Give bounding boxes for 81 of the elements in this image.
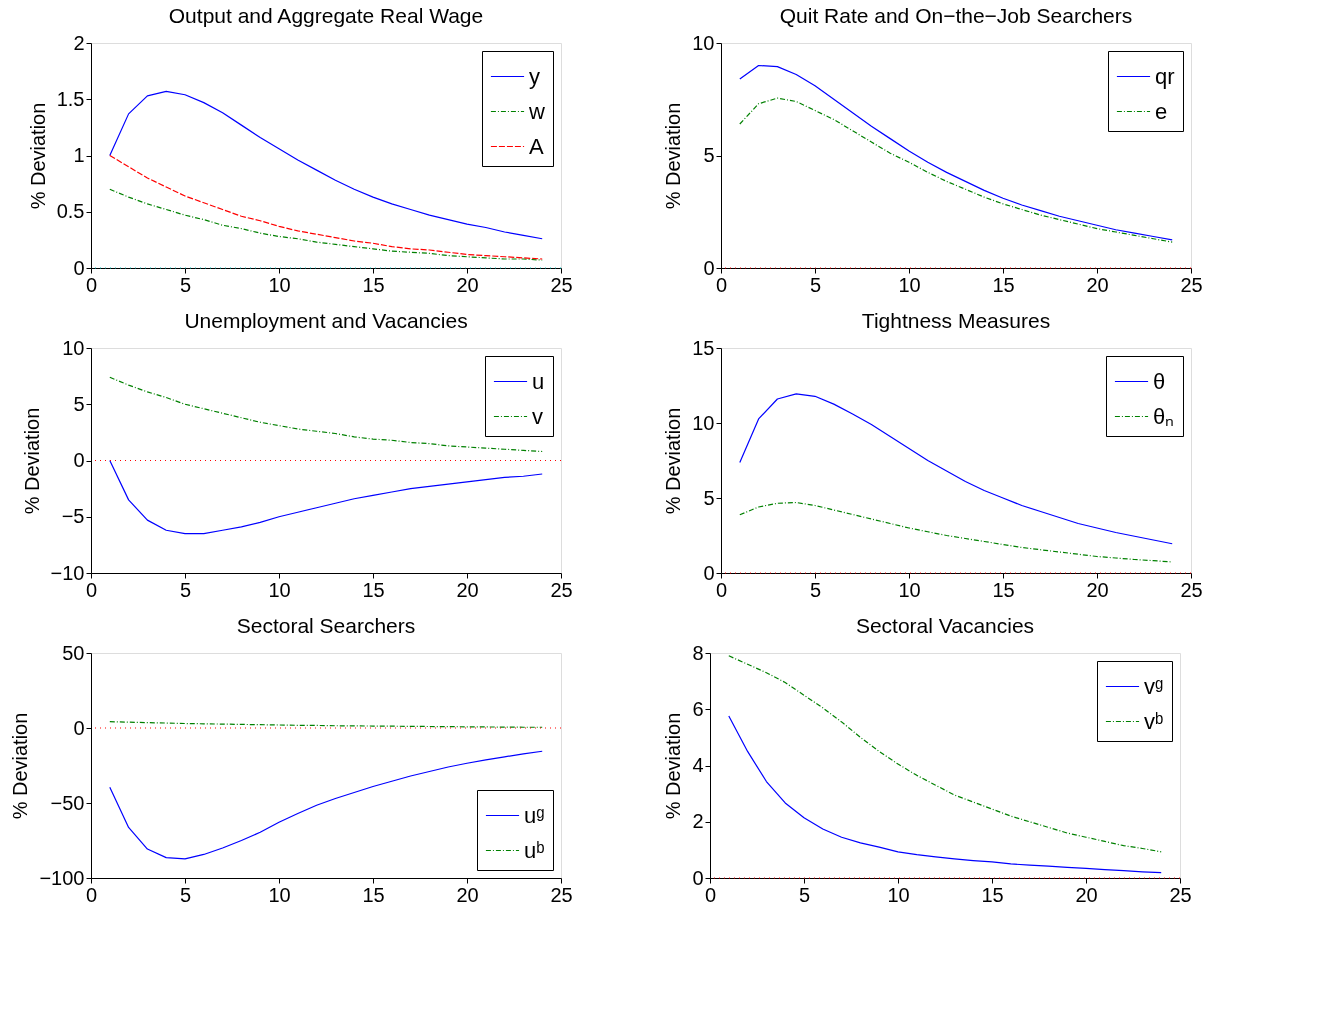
y-axis-title: % Deviation bbox=[662, 712, 685, 820]
x-tick-label: 15 bbox=[992, 273, 1015, 296]
y-tick-label: 1.5 bbox=[56, 87, 85, 110]
legend-label: uᵍ bbox=[524, 802, 545, 828]
y-tick-label: −5 bbox=[61, 505, 85, 528]
x-tick-label: 25 bbox=[550, 883, 573, 906]
y-tick-label: 0.5 bbox=[56, 200, 85, 223]
legend-label: y bbox=[529, 63, 540, 89]
x-tick-label: 15 bbox=[362, 273, 385, 296]
y-tick-label: 6 bbox=[692, 697, 704, 720]
x-tick-label: 25 bbox=[1180, 578, 1203, 601]
x-tick-label: 15 bbox=[981, 883, 1004, 906]
legend-label: e bbox=[1155, 98, 1168, 124]
chart-title: Output and Aggregate Real Wage bbox=[168, 4, 484, 27]
x-tick-label: 5 bbox=[798, 883, 811, 906]
y-tick-label: 0 bbox=[703, 256, 715, 279]
y-tick-label: 10 bbox=[692, 31, 715, 54]
x-tick-label: 15 bbox=[992, 578, 1015, 601]
legend-label: w bbox=[528, 98, 545, 124]
chart-title: Unemployment and Vacancies bbox=[184, 309, 468, 332]
x-tick-label: 5 bbox=[179, 883, 192, 906]
x-tick-label: 10 bbox=[268, 273, 291, 296]
legend-label: vᵇ bbox=[1144, 708, 1164, 734]
legend-label: v bbox=[532, 403, 543, 429]
x-tick-label: 20 bbox=[1075, 883, 1098, 906]
x-tick-label: 15 bbox=[362, 883, 385, 906]
x-tick-label: 5 bbox=[179, 578, 192, 601]
legend-label: θₙ bbox=[1153, 403, 1175, 429]
y-tick-label: −50 bbox=[50, 791, 85, 814]
chart-title: Sectoral Searchers bbox=[236, 614, 416, 637]
y-tick-label: 5 bbox=[703, 486, 715, 509]
legend-label: θ bbox=[1153, 368, 1166, 394]
y-tick-label: 0 bbox=[73, 256, 85, 279]
y-tick-label: −100 bbox=[39, 866, 85, 889]
x-tick-label: 5 bbox=[179, 273, 192, 296]
y-tick-label: 2 bbox=[692, 810, 704, 833]
y-tick-label: 5 bbox=[703, 144, 715, 166]
legend-label: qr bbox=[1155, 63, 1175, 89]
y-tick-label: 4 bbox=[692, 754, 704, 776]
y-tick-label: 0 bbox=[73, 449, 85, 471]
legend-label: vᵍ bbox=[1144, 673, 1164, 699]
x-tick-label: 10 bbox=[898, 578, 921, 601]
x-tick-label: 20 bbox=[1086, 578, 1109, 601]
y-axis-title: % Deviation bbox=[662, 102, 685, 210]
chart-title: Sectoral Vacancies bbox=[855, 614, 1035, 637]
y-tick-label: 0 bbox=[73, 716, 85, 739]
y-axis-title: % Deviation bbox=[662, 407, 685, 515]
legend-label: uᵇ bbox=[524, 837, 545, 863]
x-tick-label: 5 bbox=[809, 273, 822, 296]
x-tick-label: 20 bbox=[1086, 273, 1109, 296]
y-tick-label: 15 bbox=[692, 336, 715, 359]
y-tick-label: 1 bbox=[73, 144, 85, 166]
legend-label: A bbox=[529, 133, 544, 159]
x-tick-label: 25 bbox=[550, 273, 573, 296]
chart-title: Quit Rate and On−the−Job Searchers bbox=[779, 4, 1133, 27]
x-tick-label: 25 bbox=[550, 578, 573, 601]
y-tick-label: 0 bbox=[692, 866, 704, 889]
y-axis-title: % Deviation bbox=[9, 712, 32, 820]
y-tick-label: 0 bbox=[703, 561, 715, 584]
x-tick-label: 20 bbox=[456, 273, 479, 296]
y-tick-label: 5 bbox=[73, 392, 85, 415]
x-tick-label: 25 bbox=[1180, 273, 1203, 296]
x-tick-label: 10 bbox=[268, 883, 291, 906]
y-tick-label: 50 bbox=[62, 641, 85, 664]
x-tick-label: 5 bbox=[809, 578, 822, 601]
y-tick-label: −10 bbox=[50, 561, 85, 584]
y-tick-label: 10 bbox=[692, 411, 715, 434]
x-tick-label: 20 bbox=[456, 578, 479, 601]
x-tick-label: 10 bbox=[887, 883, 910, 906]
y-tick-label: 8 bbox=[692, 641, 704, 664]
chart-title: Tightness Measures bbox=[861, 309, 1051, 332]
x-tick-label: 20 bbox=[456, 883, 479, 906]
x-tick-label: 10 bbox=[268, 578, 291, 601]
y-tick-label: 2 bbox=[73, 31, 85, 54]
y-axis-title: % Deviation bbox=[20, 407, 43, 515]
x-tick-label: 15 bbox=[362, 578, 385, 601]
x-tick-label: 25 bbox=[1169, 883, 1192, 906]
x-tick-label: 10 bbox=[898, 273, 921, 296]
y-axis-title: % Deviation bbox=[26, 102, 49, 210]
y-tick-label: 10 bbox=[62, 336, 85, 359]
legend-label: u bbox=[532, 368, 545, 394]
